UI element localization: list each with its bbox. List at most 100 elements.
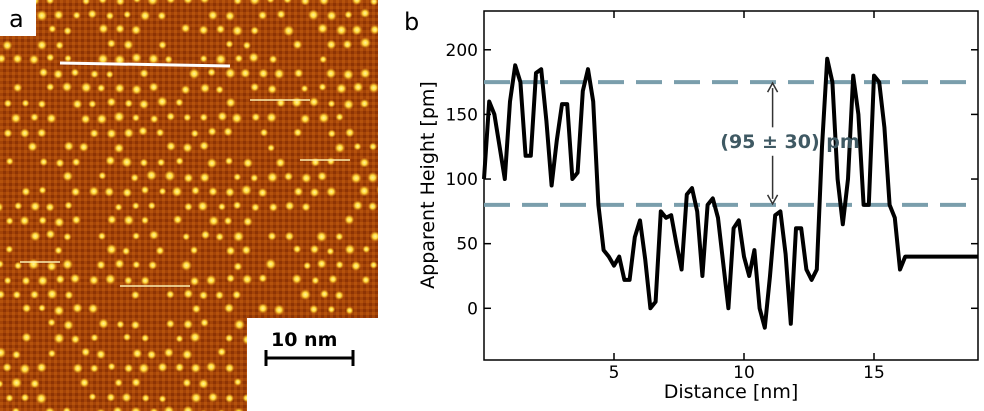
stm-molecule — [344, 10, 353, 19]
stm-molecule — [121, 392, 132, 403]
stm-molecule — [378, 99, 389, 110]
stm-molecule — [104, 186, 115, 197]
stm-molecule — [29, 201, 41, 212]
stm-molecule — [240, 184, 253, 196]
stm-molecule — [258, 273, 268, 283]
stm-molecule — [105, 11, 115, 21]
stm-molecule — [64, 54, 72, 63]
stm-molecule — [113, 111, 125, 123]
plot-frame — [483, 10, 979, 361]
stm-molecule — [326, 247, 335, 256]
stm-molecule — [190, 129, 199, 138]
stm-molecule — [29, 289, 40, 300]
stm-molecule — [130, 320, 141, 330]
stm-molecule — [248, 52, 260, 63]
stm-molecule — [0, 347, 7, 359]
stm-molecule — [207, 67, 217, 77]
stm-molecule — [165, 319, 175, 329]
stm-molecule — [28, 54, 40, 65]
stm-molecule — [367, 201, 378, 212]
stm-molecule — [146, 349, 157, 360]
stm-molecule — [21, 276, 31, 286]
stm-molecule — [131, 84, 143, 95]
stm-molecule — [149, 114, 159, 124]
stm-molecule — [300, 172, 312, 184]
height-profile-line — [482, 56, 978, 330]
stm-molecule — [215, 53, 227, 66]
stm-molecule — [335, 260, 344, 270]
stm-molecule — [105, 155, 116, 166]
stm-molecule — [89, 363, 99, 373]
stm-molecule — [378, 69, 389, 80]
stm-molecule — [63, 141, 74, 152]
stm-molecule — [327, 129, 337, 138]
stm-molecule — [307, 9, 320, 21]
stm-molecule — [0, 53, 7, 64]
stm-molecule — [361, 275, 371, 285]
stm-molecule — [122, 332, 132, 342]
stm-molecule — [62, 406, 72, 411]
stm-molecule — [293, 127, 303, 138]
stm-molecule — [358, 185, 370, 197]
stm-molecule — [224, 363, 235, 374]
stm-molecule — [123, 127, 135, 139]
stm-molecule — [38, 215, 48, 225]
stm-molecule — [63, 26, 72, 36]
stm-molecule — [139, 68, 149, 79]
stm-molecule — [106, 97, 117, 107]
x-axis-ticks: 5 10 15 — [609, 11, 885, 383]
stm-molecule — [164, 55, 173, 64]
stm-molecule — [368, 142, 378, 151]
stm-molecule — [335, 232, 344, 241]
stm-molecule — [233, 377, 242, 387]
stm-molecule — [19, 363, 31, 375]
stm-molecule — [232, 200, 242, 210]
stm-molecule — [188, 68, 200, 80]
stm-molecule — [64, 290, 74, 300]
stm-molecule — [318, 82, 327, 92]
stm-molecule-lattice — [0, 0, 389, 411]
stm-molecule — [88, 275, 100, 286]
stm-molecule — [105, 243, 118, 255]
stm-molecule — [116, 320, 125, 329]
stm-molecule — [163, 405, 175, 411]
stm-molecule — [198, 290, 209, 300]
x-tick-label: 5 — [609, 363, 620, 383]
stm-molecule — [5, 157, 14, 166]
stm-molecule — [180, 84, 191, 95]
stm-molecule — [303, 261, 312, 270]
stm-molecule — [276, 9, 286, 19]
stm-molecule — [215, 85, 224, 94]
stm-molecule — [242, 41, 252, 50]
stm-molecule — [291, 273, 303, 285]
stm-molecule — [158, 40, 167, 50]
stm-molecule — [14, 201, 23, 211]
stm-molecule — [36, 127, 47, 138]
stm-molecule — [45, 202, 55, 212]
stm-molecule — [104, 273, 116, 285]
stm-molecule — [106, 38, 116, 49]
stm-molecule — [30, 112, 39, 122]
stm-molecule — [190, 186, 201, 196]
stm-molecule — [140, 275, 150, 286]
stm-image-panel: a 10 nm — [0, 0, 389, 411]
stm-molecule — [38, 67, 49, 78]
stm-molecule — [319, 289, 330, 299]
stm-molecule — [38, 186, 47, 195]
stm-molecule — [189, 331, 201, 343]
stm-molecule — [3, 276, 12, 285]
stm-molecule — [5, 393, 14, 403]
stm-molecule — [112, 406, 123, 411]
stm-molecule — [183, 113, 192, 122]
stm-molecule — [300, 84, 309, 93]
stm-molecule — [115, 0, 126, 6]
stm-molecule — [166, 0, 176, 4]
stm-molecule — [215, 24, 226, 34]
stm-molecule — [156, 158, 166, 167]
stm-molecule — [190, 362, 201, 374]
stm-molecule — [2, 40, 13, 51]
stm-molecule — [72, 99, 83, 110]
stm-molecule — [233, 318, 246, 331]
stm-molecule — [48, 24, 57, 34]
stm-molecule — [266, 112, 278, 123]
